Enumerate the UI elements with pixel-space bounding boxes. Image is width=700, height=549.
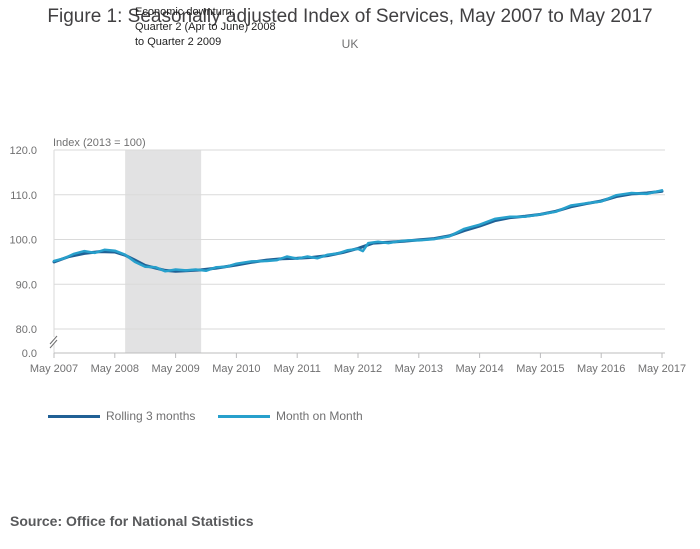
legend-item-rolling-3-months[interactable]: Rolling 3 months (48, 409, 195, 423)
series-line-month-on-month (52, 189, 664, 273)
legend-item-month-on-month[interactable]: Month on Month (218, 409, 363, 423)
chart-title: Figure 1: Seasonally adjusted Index of S… (47, 6, 653, 27)
legend-label-month: Month on Month (276, 409, 363, 423)
axis-break-mark (49, 339, 58, 349)
x-tick-label: May 2010 (212, 363, 260, 375)
y-tick-label: 100.0 (9, 235, 37, 247)
axis-break-gap (50, 337, 58, 344)
x-tick-label: May 2007 (30, 363, 78, 375)
x-tick-label: May 2015 (516, 363, 564, 375)
y-tick-label: 110.0 (10, 190, 37, 202)
annotation-line-1: Economic downturn: (135, 6, 235, 18)
annotation-line-2: Quarter 2 (Apr to June) 2008 (135, 21, 276, 33)
x-tick-label: May 2009 (151, 363, 199, 375)
shaded-downturn-region (125, 150, 202, 353)
y-tick-label: 90.0 (16, 279, 37, 291)
x-tick-label: May 2017 (638, 363, 686, 375)
axis-break-mark (49, 335, 58, 345)
y-tick-label: 80.0 (16, 324, 37, 336)
x-tick-label: May 2016 (577, 363, 625, 375)
y-tick-label: 0.0 (22, 348, 37, 360)
chart-subtitle: UK (341, 37, 359, 51)
annotation-line-3: to Quarter 2 2009 (135, 36, 222, 48)
legend-swatch-rolling (48, 414, 100, 418)
x-tick-label: May 2013 (395, 363, 443, 375)
legend-label-rolling: Rolling 3 months (106, 409, 196, 423)
source-note: Source: Office for National Statistics (10, 513, 254, 529)
y-axis-label: Index (2013 = 100) (53, 137, 146, 149)
x-tick-label: May 2012 (334, 363, 382, 375)
legend-swatch-month (218, 414, 270, 418)
x-tick-label: May 2014 (455, 363, 503, 375)
x-tick-label: May 2011 (273, 363, 321, 375)
x-tick-label: May 2008 (91, 363, 139, 375)
y-tick-label: 120.0 (9, 145, 37, 157)
shaded-region-annotation: Economic downturn: Quarter 2 (Apr to Jun… (135, 5, 276, 50)
